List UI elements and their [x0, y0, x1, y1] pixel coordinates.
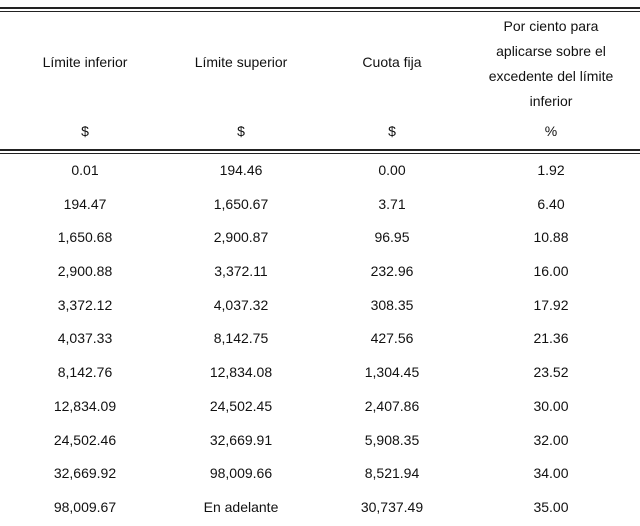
table-row: 4,037.33 8,142.75 427.56 21.36: [0, 323, 640, 357]
cell-lower-limit: 98,009.67: [53, 498, 117, 515]
table-row: 32,669.92 98,009.66 8,521.94 34.00: [0, 458, 640, 492]
cell-upper-limit: 32,669.91: [209, 431, 273, 448]
top-double-rule: [0, 7, 640, 12]
header-percent-unit: %: [544, 123, 558, 139]
header-percent-line: inferior: [529, 93, 573, 109]
cell-upper-limit: En adelante: [203, 498, 279, 515]
cell-upper-limit: 2,900.87: [213, 229, 269, 246]
cell-percent: 23.52: [533, 364, 569, 381]
cell-upper-limit: 3,372.11: [214, 263, 268, 280]
cell-lower-limit: 3,372.12: [57, 296, 113, 313]
header-fixed-fee-label: Cuota fija: [362, 54, 422, 70]
cell-percent: 1.92: [537, 162, 565, 178]
table-row: 12,834.09 24,502.45 2,407.86 30.00: [0, 391, 640, 425]
cell-lower-limit: 4,037.33: [57, 330, 113, 347]
table-row: 98,009.67 En adelante 30,737.49 35.00: [0, 492, 640, 526]
table-row: 1,650.68 2,900.87 96.95 10.88: [0, 222, 640, 256]
cell-fixed-fee: 0.00: [378, 162, 406, 178]
header-lower-limit-label: Límite inferior: [42, 54, 128, 70]
table-row: 3,372.12 4,037.32 308.35 17.92: [0, 290, 640, 324]
table-row: 8,142.76 12,834.08 1,304.45 23.52: [0, 357, 640, 391]
cell-fixed-fee: 3.71: [378, 195, 406, 212]
cell-upper-limit: 98,009.66: [209, 465, 273, 482]
header-percent-line: excedente del límite: [488, 68, 614, 84]
cell-lower-limit: 1,650.68: [57, 229, 113, 246]
cell-fixed-fee: 2,407.86: [364, 397, 420, 414]
cell-upper-limit: 4,037.32: [213, 296, 269, 313]
header-lower-limit-unit: $: [81, 123, 89, 139]
cell-percent: 32.00: [533, 431, 569, 448]
cell-fixed-fee: 1,304.45: [364, 364, 420, 381]
header-percent-label: Por ciento para aplicarse sobre el exced…: [462, 14, 640, 114]
header-percent-line: Por ciento para: [503, 18, 599, 34]
table-body: 0.01 194.46 0.00 1.92 194.47 1,650.67 3.71 6.40…: [0, 155, 640, 526]
table-row: 194.47 1,650.67 3.71 6.40: [0, 189, 640, 223]
cell-percent: 6.40: [537, 195, 565, 212]
cell-upper-limit: 194.46: [219, 162, 263, 178]
cell-percent: 16.00: [533, 263, 569, 280]
header-double-rule: [0, 149, 640, 154]
cell-upper-limit: 24,502.45: [209, 397, 273, 414]
cell-upper-limit: 1,650.67: [213, 195, 269, 212]
cell-fixed-fee: 308.35: [370, 296, 414, 313]
cell-fixed-fee: 8,521.94: [364, 465, 420, 482]
cell-fixed-fee: 427.56: [370, 330, 414, 347]
table-row: 0.01 194.46 0.00 1.92: [0, 155, 640, 189]
table-row: 2,900.88 3,372.11 232.96 16.00: [0, 256, 640, 290]
cell-lower-limit: 0.01: [71, 162, 99, 178]
cell-percent: 34.00: [533, 465, 569, 482]
cell-percent: 21.36: [533, 330, 569, 347]
cell-percent: 35.00: [533, 498, 569, 515]
header-upper-limit-unit: $: [237, 123, 245, 139]
table-row: 24,502.46 32,669.91 5,908.35 32.00: [0, 425, 640, 459]
header-percent-line: aplicarse sobre el: [496, 43, 606, 59]
cell-percent: 17.92: [533, 296, 569, 313]
cell-lower-limit: 8,142.76: [57, 364, 113, 381]
cell-upper-limit: 12,834.08: [209, 364, 273, 381]
cell-lower-limit: 2,900.88: [57, 263, 113, 280]
header-upper-limit-label: Límite superior: [194, 54, 288, 70]
cell-lower-limit: 32,669.92: [53, 465, 117, 482]
header-fixed-fee-unit: $: [388, 123, 396, 139]
cell-fixed-fee: 5,908.35: [364, 431, 420, 448]
cell-upper-limit: 8,142.75: [213, 330, 269, 347]
cell-lower-limit: 24,502.46: [53, 431, 117, 448]
cell-fixed-fee: 96.95: [374, 229, 410, 246]
cell-fixed-fee: 30,737.49: [360, 498, 424, 515]
cell-lower-limit: 194.47: [63, 195, 107, 212]
cell-percent: 10.88: [533, 229, 569, 246]
cell-percent: 30.00: [533, 397, 569, 414]
cell-lower-limit: 12,834.09: [53, 397, 117, 414]
cell-fixed-fee: 232.96: [370, 263, 414, 280]
table-header: Límite inferior $ Límite superior $ Cuot…: [0, 12, 640, 149]
